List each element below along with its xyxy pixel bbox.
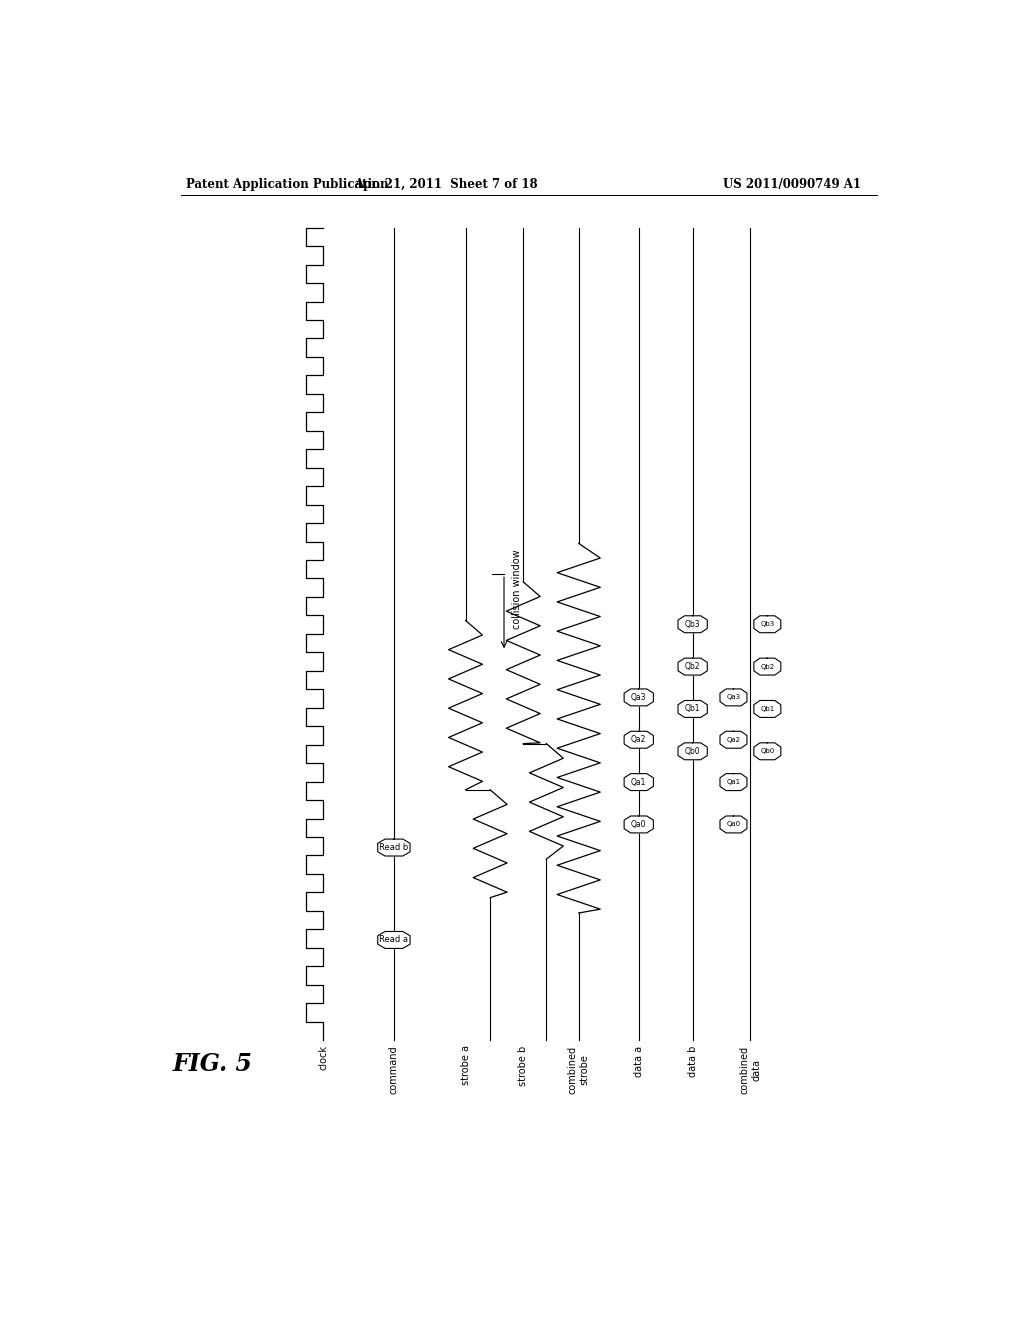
Text: clock: clock bbox=[318, 1045, 328, 1071]
Text: combined
strobe: combined strobe bbox=[568, 1045, 590, 1093]
Text: Qb2: Qb2 bbox=[760, 664, 774, 669]
Polygon shape bbox=[678, 743, 708, 760]
Polygon shape bbox=[625, 731, 653, 748]
Polygon shape bbox=[625, 689, 653, 706]
Polygon shape bbox=[754, 659, 781, 675]
Text: Patent Application Publication: Patent Application Publication bbox=[186, 178, 388, 190]
Text: Read a: Read a bbox=[380, 936, 409, 944]
Text: command: command bbox=[389, 1045, 399, 1094]
Polygon shape bbox=[754, 743, 781, 760]
Text: data b: data b bbox=[688, 1045, 697, 1077]
Polygon shape bbox=[625, 816, 653, 833]
Text: data a: data a bbox=[634, 1045, 644, 1077]
Polygon shape bbox=[754, 701, 781, 718]
Polygon shape bbox=[378, 840, 410, 857]
Text: Qa2: Qa2 bbox=[726, 737, 740, 743]
Text: Qa3: Qa3 bbox=[631, 693, 646, 702]
Polygon shape bbox=[378, 932, 410, 949]
Text: Apr. 21, 2011  Sheet 7 of 18: Apr. 21, 2011 Sheet 7 of 18 bbox=[354, 178, 538, 190]
Text: Qb0: Qb0 bbox=[760, 748, 774, 754]
Text: strobe b: strobe b bbox=[518, 1045, 528, 1085]
Text: Qa1: Qa1 bbox=[726, 779, 740, 785]
Text: Qb2: Qb2 bbox=[685, 663, 700, 671]
Polygon shape bbox=[720, 731, 746, 748]
Text: Qb0: Qb0 bbox=[685, 747, 700, 756]
Text: Qb1: Qb1 bbox=[760, 706, 774, 711]
Text: Qa0: Qa0 bbox=[726, 821, 740, 828]
Polygon shape bbox=[625, 774, 653, 791]
Text: Qa2: Qa2 bbox=[631, 735, 646, 744]
Text: Qb3: Qb3 bbox=[760, 622, 774, 627]
Polygon shape bbox=[678, 615, 708, 632]
Polygon shape bbox=[720, 816, 746, 833]
Text: Qa3: Qa3 bbox=[726, 694, 740, 701]
Text: collision window: collision window bbox=[512, 550, 521, 630]
Polygon shape bbox=[678, 659, 708, 675]
Text: US 2011/0090749 A1: US 2011/0090749 A1 bbox=[724, 178, 861, 190]
Polygon shape bbox=[720, 774, 746, 791]
Text: Qb1: Qb1 bbox=[685, 705, 700, 713]
Polygon shape bbox=[678, 701, 708, 718]
Polygon shape bbox=[754, 615, 781, 632]
Text: Read b: Read b bbox=[379, 843, 409, 851]
Text: Qb3: Qb3 bbox=[685, 620, 700, 628]
Text: strobe a: strobe a bbox=[461, 1045, 470, 1085]
Text: Qa0: Qa0 bbox=[631, 820, 646, 829]
Text: FIG. 5: FIG. 5 bbox=[173, 1052, 253, 1076]
Text: combined
data: combined data bbox=[739, 1045, 761, 1093]
Polygon shape bbox=[720, 689, 746, 706]
Text: Qa1: Qa1 bbox=[631, 777, 646, 787]
